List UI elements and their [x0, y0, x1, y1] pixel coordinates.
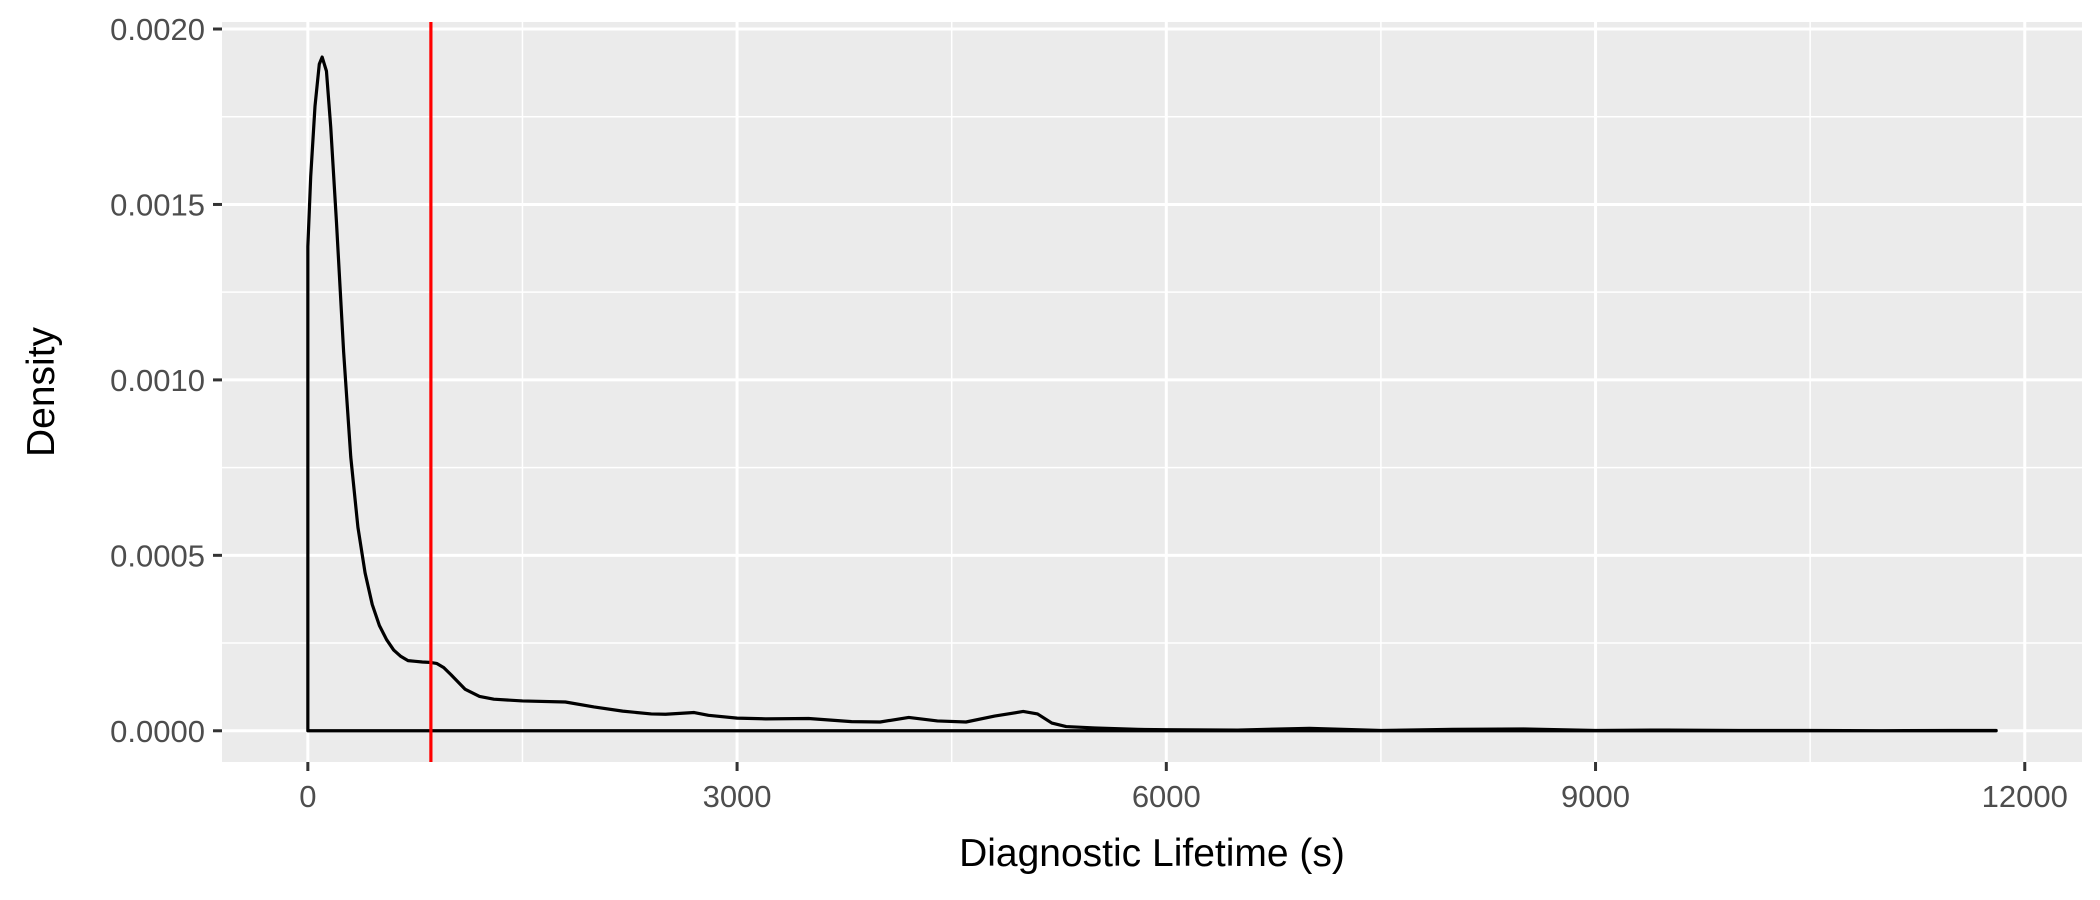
x-tick-label: 9000: [1561, 779, 1630, 814]
x-tick-label: 6000: [1132, 779, 1201, 814]
y-tick-label: 0.0005: [110, 538, 205, 573]
minor-gridlines: [222, 22, 2082, 762]
y-axis-title: Density: [20, 326, 63, 457]
x-axis-title: Diagnostic Lifetime (s): [959, 832, 1345, 875]
y-tick-label: 0.0020: [110, 12, 205, 47]
y-tick-label: 0.0015: [110, 187, 205, 222]
x-axis: 0 3000 6000 9000 12000: [299, 762, 2068, 814]
density-curve: [306, 55, 1998, 733]
x-tick-label: 0: [299, 779, 316, 814]
density-line: [306, 55, 1998, 733]
y-axis: 0.0000 0.0005 0.0010 0.0015 0.0020: [110, 12, 222, 749]
y-tick-label: 0.0010: [110, 363, 205, 398]
y-tick-label: 0.0000: [110, 714, 205, 749]
x-tick-label: 12000: [1982, 779, 2068, 814]
x-tick-label: 3000: [703, 779, 772, 814]
plot-panel: [222, 22, 2082, 762]
